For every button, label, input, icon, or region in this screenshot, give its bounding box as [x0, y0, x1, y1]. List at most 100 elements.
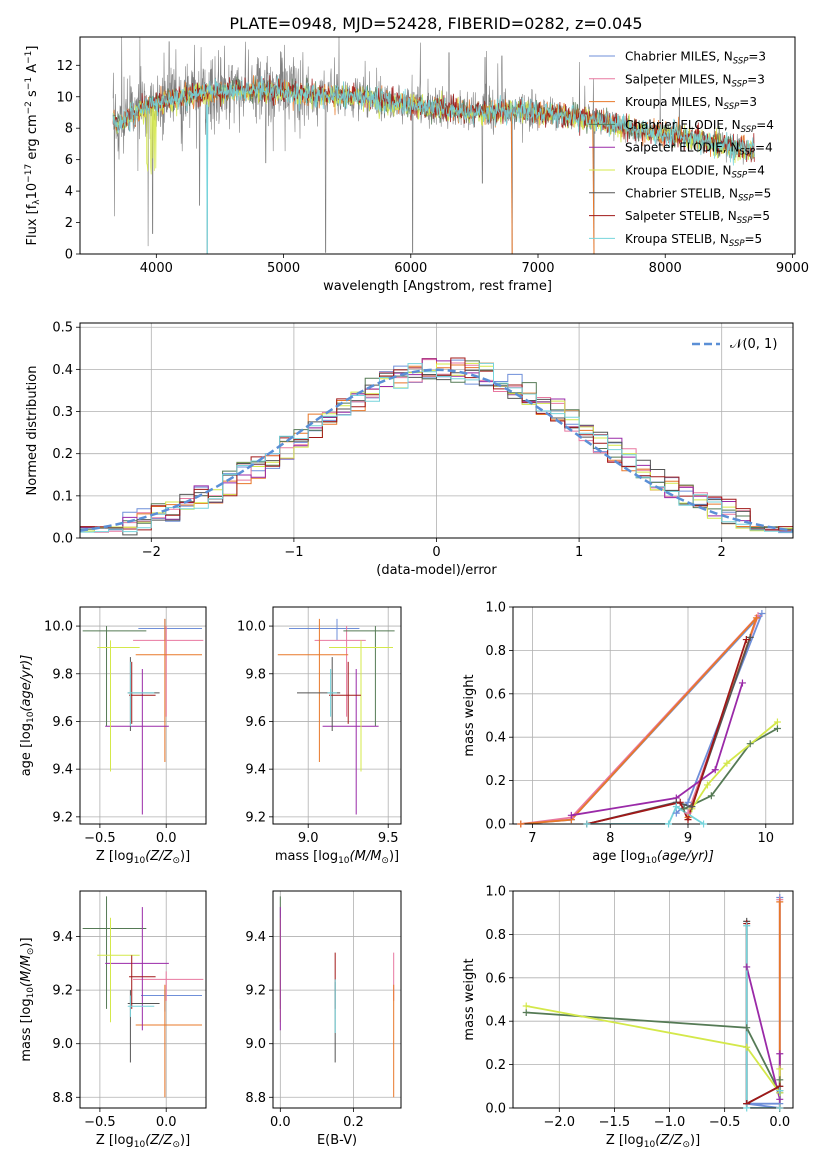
mass_vs_z-ytick-label: 9.2	[52, 984, 73, 999]
spectrum-model-kroupa_stelib	[112, 76, 755, 166]
age_vs_mass-ytick-label: 9.6	[245, 715, 266, 730]
age_vs_mass-plot-area	[273, 607, 401, 824]
age_vs_z-ytick-label: 9.8	[52, 667, 73, 682]
weight_vs_age-marker-chabrier_elodie	[746, 740, 754, 748]
weight_vs_age-marker-salpeter_elodie	[567, 811, 575, 819]
weight_vs_age-ytick-label: 1.0	[485, 601, 506, 616]
weight_vs_z-xtick-label: −0.5	[709, 1115, 741, 1130]
mass_vs_ebv-frame	[272, 890, 402, 1109]
weight_vs_age-xtick-label: 8	[606, 831, 614, 846]
spectrum-xtick-label: 7000	[521, 261, 554, 276]
weight_vs_z-marker-salpeter_elodie	[776, 1050, 784, 1058]
weight_vs_age-line-kroupa_elodie	[691, 721, 778, 810]
weight_vs_age-marker-kroupa_stelib	[672, 803, 680, 811]
spectrum-ytick-label: 4	[65, 185, 73, 200]
spectrum-xtick-label: 9000	[776, 261, 809, 276]
spectrum-xlabel: wavelength [Angstrom, rest frame]	[323, 279, 552, 294]
weight_vs_z-ytick-label: 0.8	[485, 928, 506, 943]
weight_vs_z-xtick-label: 0.0	[769, 1115, 790, 1130]
weight_vs_age-marker-chabrier_elodie	[773, 725, 781, 733]
weight_vs_age-marker-salpeter_elodie	[738, 679, 746, 687]
age_vs_z-frame	[79, 606, 207, 825]
residuals-ytick-label: 0.3	[52, 405, 73, 420]
figure-title: PLATE=0948, MJD=52428, FIBERID=0282, z=0…	[229, 14, 642, 33]
legend-label-salpeter_stelib: Salpeter STELIB, NSSP=5	[625, 209, 770, 226]
weight_vs_z-marker-kroupa_elodie	[776, 1065, 784, 1073]
spectrum-orange-drop-2	[510, 112, 513, 254]
weight_vs_z-plot-area	[513, 891, 793, 1108]
mass_vs_ebv-xtick-label: 0.0	[270, 1115, 291, 1130]
mass_vs_z-plot-area	[80, 891, 206, 1108]
weight_vs_age-line-chabrier_miles	[520, 612, 763, 824]
weight_vs_age-ylabel: mass weight	[462, 674, 477, 756]
spectrum-frame	[79, 36, 796, 255]
weight_vs_z-marker-kroupa_elodie	[522, 1002, 530, 1010]
hist-salpeter_elodie	[80, 358, 793, 532]
mass_vs_z-frame	[79, 890, 207, 1109]
spectrum-cyan-drop	[206, 104, 209, 254]
weight_vs_age-ytick-label: 0.4	[485, 731, 506, 746]
weight_vs_age-marker-kroupa_miles	[517, 820, 525, 828]
spectrum-axes: 4000 5000 6000 7000 8000 9000 0 2 4 6 8 10 12 wavelen…	[24, 36, 809, 294]
weight_vs_age-ytick-label: 0.2	[485, 774, 506, 789]
weight_vs_age-plot-area	[513, 607, 793, 824]
weight_vs_z-marker-kroupa_elodie	[743, 1043, 751, 1051]
residuals-xtick-label: 2	[718, 545, 726, 560]
weight_vs_age-marker-salpeter_stelib	[684, 816, 692, 824]
mass_vs_ebv-ytick-label: 8.8	[245, 1091, 266, 1106]
spectrum-ytick-label: 12	[56, 59, 73, 74]
weight_vs_age-marker-kroupa_stelib	[700, 820, 708, 828]
plot-layer: 4000 5000 6000 7000 8000 9000024681012wavelen…	[19, 36, 809, 1150]
spectrum-plot-area	[112, 37, 755, 254]
weight_vs_age-ytick-label: 0.6	[485, 687, 506, 702]
age_vs_z-ytick-label: 9.2	[52, 810, 73, 825]
weight_vs_age-ytick-label: 0.8	[485, 644, 506, 659]
weight_vs_z-marker-kroupa_stelib	[776, 1104, 784, 1112]
mass_vs_ebv-xtick-label: 0.2	[343, 1115, 364, 1130]
mass_vs_z-ylabel: mass [log10(M/M⊙)]	[19, 937, 36, 1061]
weight_vs_z-frame	[512, 890, 794, 1109]
weight_vs_age-marker-chabrier_elodie	[680, 805, 688, 813]
residuals-ytick-label: 0.1	[52, 489, 73, 504]
legend-label-chabrier_elodie: Chabrier ELODIE, NSSP=4	[625, 118, 774, 135]
spectrum-legend: Chabrier MILES, NSSP=3 Salpeter MILES, NS…	[589, 50, 774, 249]
residuals-xlabel: (data-model)/error	[376, 563, 497, 578]
weight_vs_z-ylabel: mass weight	[462, 958, 477, 1040]
mass_vs_z-ytick-label: 8.8	[52, 1091, 73, 1106]
legend-label-chabrier_stelib: Chabrier STELIB, NSSP=5	[625, 186, 771, 203]
residuals-ylabel: Normed distribution	[25, 366, 40, 496]
weight_vs_age-marker-salpeter_stelib	[742, 636, 750, 644]
weight_vs_age-xlabel: age [log10(age/yr)]	[592, 849, 714, 866]
residuals-xtick-label: −1	[284, 545, 303, 560]
spectrum-ytick-label: 10	[56, 90, 73, 105]
weight_vs_age-marker-kroupa_elodie	[703, 781, 711, 789]
weight_vs_z-ytick-label: 0.2	[485, 1058, 506, 1073]
residuals-xtick-label: −2	[142, 545, 161, 560]
mass_vs_z-xtick-label: 0.0	[156, 1115, 177, 1130]
residuals-xtick-label: 1	[575, 545, 583, 560]
weight_vs_age-line-chabrier_elodie	[683, 727, 778, 810]
weight_vs_age-marker-kroupa_miles	[752, 614, 760, 622]
age_vs_mass-xtick-label: 9.0	[298, 831, 319, 846]
weight_vs_z-ytick-label: 0.6	[485, 971, 506, 986]
weight_vs_age-marker-chabrier_stelib	[688, 803, 696, 811]
weight_vs_z-ytick-label: 0.0	[485, 1102, 506, 1117]
weight_vs_age-ytick-label: 0.0	[485, 818, 506, 833]
residuals-ytick-label: 0.0	[52, 532, 73, 547]
mass_vs_z-xlabel: Z [log10(Z/Z⊙)]	[96, 1133, 190, 1150]
weight_vs_z-ytick-label: 1.0	[485, 885, 506, 900]
spectrum-orange-drop	[592, 118, 595, 254]
legend-label-kroupa_miles: Kroupa MILES, NSSP=3	[625, 95, 757, 112]
weight_vs_age-marker-salpeter_stelib	[676, 798, 684, 806]
gaussian-legend-label: 𝒩(0, 1)	[730, 337, 777, 352]
weight_vs_z-marker-kroupa_stelib	[743, 922, 751, 930]
weight_vs_age-marker-chabrier_miles	[672, 809, 680, 817]
residuals-plot-area	[80, 323, 793, 538]
age_vs_mass-ytick-label: 10.0	[237, 620, 266, 635]
weight_vs_age-marker-chabrier_miles	[758, 610, 766, 618]
age_vs_mass-frame	[272, 606, 402, 825]
weight_vs_age-line-kroupa_stelib	[586, 805, 705, 824]
weight_vs_z-axes: −2.0 −1.5 −1.0 −0.5 0.0 0.0 0.2 0.4 0.6 0.8 1.0 mas…	[462, 885, 794, 1150]
weight_vs_z-marker-kroupa_stelib	[743, 1104, 751, 1112]
